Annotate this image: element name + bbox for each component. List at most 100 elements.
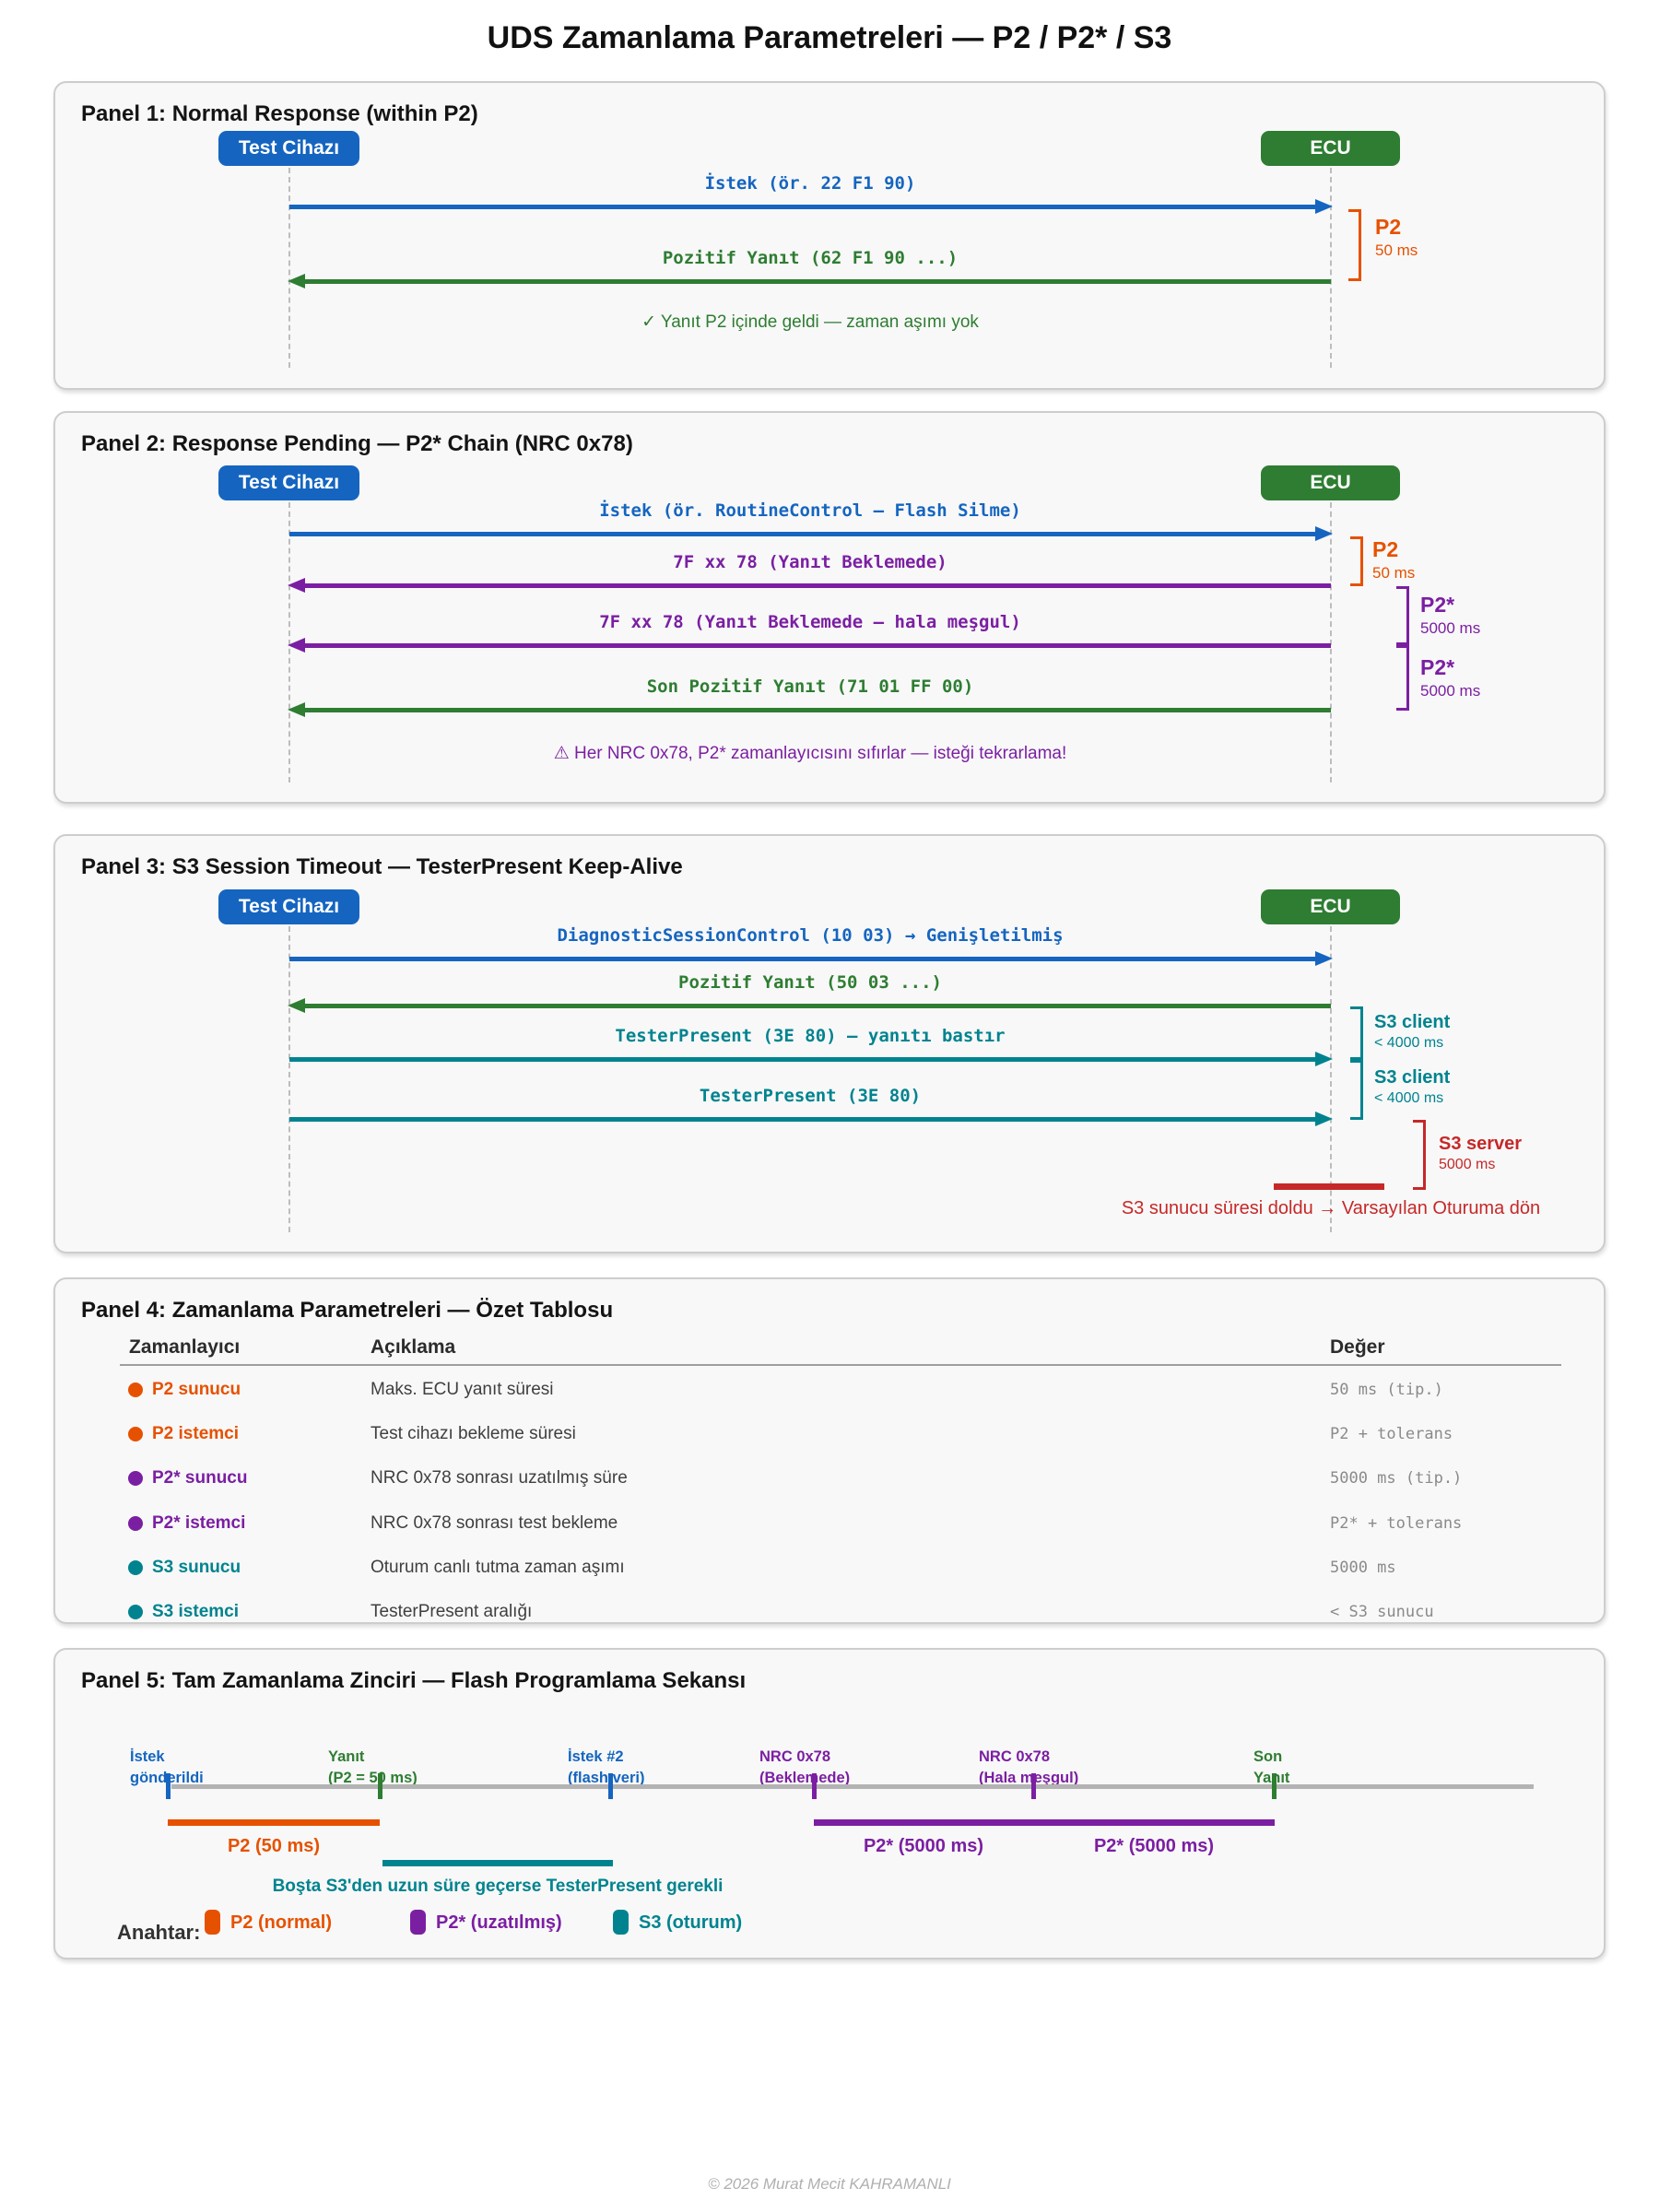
page-title: UDS Zamanlama Parametreleri — P2 / P2* /… — [487, 20, 1172, 55]
arrowhead — [1315, 1112, 1333, 1126]
timeline-tick — [812, 1773, 817, 1799]
arrowhead — [1315, 526, 1333, 541]
arrow-line — [289, 1117, 1317, 1122]
timeline-tick — [608, 1773, 613, 1799]
tester-lifeline — [288, 168, 290, 368]
p2star-bracket-label: P2* 5000 ms — [1420, 654, 1480, 700]
bracket-name: P2* — [1420, 593, 1455, 617]
event-line1: İstek #2 — [568, 1748, 624, 1765]
bracket-name: P2 — [1375, 215, 1402, 239]
event-line1: Yanıt — [328, 1748, 365, 1765]
p2star-bracket — [1396, 645, 1409, 711]
actor-ecu-badge: ECU — [1261, 465, 1400, 500]
arrowhead — [288, 578, 305, 593]
arrowhead — [1315, 1052, 1333, 1066]
timer-dot-icon — [128, 1560, 143, 1575]
message-label: TesterPresent (3E 80) — yanıtı bastır — [615, 1026, 1006, 1046]
s3-bar-note: Boşta S3'den uzun süre geçerse TesterPre… — [272, 1877, 724, 1896]
response-pending-arrow — [288, 578, 1331, 593]
bracket-name: P2* — [1420, 655, 1455, 679]
panel-note: ✓ Yanıt P2 içinde geldi — zaman aşımı yo… — [641, 312, 979, 332]
arrowhead — [288, 998, 305, 1013]
message-label: İstek (ör. 22 F1 90) — [704, 173, 916, 194]
column-header-value: Değer — [1330, 1336, 1385, 1358]
timeline-tick — [1031, 1773, 1036, 1799]
event-line2: (flash veri) — [568, 1770, 645, 1786]
arrowhead — [1315, 199, 1333, 214]
p2-bar-label: P2 (50 ms) — [227, 1836, 321, 1856]
actor-tester-badge: Test Cihazı — [218, 889, 359, 924]
s3-server-bracket — [1413, 1120, 1426, 1190]
event-line1: Son — [1253, 1748, 1283, 1765]
timer-dot-icon — [128, 1605, 143, 1619]
event-line2: (Hala meşgul) — [979, 1770, 1079, 1786]
header-divider — [120, 1364, 1561, 1366]
desc-cell: TesterPresent aralığı — [371, 1602, 533, 1621]
timer-cell: P2* istemci — [152, 1513, 246, 1533]
message-label: 7F xx 78 (Yanıt Beklemede — hala meşgul) — [599, 612, 1021, 632]
panel-3-title: Panel 3: S3 Session Timeout — TesterPres… — [81, 854, 683, 879]
timeline-tick — [378, 1773, 382, 1799]
arrowhead — [288, 274, 305, 288]
table-row: P2 istemci Test cihazı bekleme süresi P2… — [55, 1420, 1604, 1448]
actor-ecu-badge: ECU — [1261, 131, 1400, 166]
message-label: DiagnosticSessionControl (10 03) → Geniş… — [557, 925, 1064, 946]
s3-client-bracket-label: S3 client < 4000 ms — [1374, 1066, 1450, 1108]
desc-cell: Maks. ECU yanıt süresi — [371, 1380, 554, 1399]
p2star-bar-label: P2* (5000 ms) — [1093, 1836, 1215, 1856]
event-line1: NRC 0x78 — [979, 1748, 1051, 1765]
p2star-bracket-label: P2* 5000 ms — [1420, 592, 1480, 638]
arrowhead — [288, 702, 305, 717]
arrow-line — [303, 583, 1331, 588]
actor-ecu-badge: ECU — [1261, 889, 1400, 924]
p2-bracket — [1348, 209, 1361, 281]
timeline-event-label: Yanıt (P2 = 50 ms) — [328, 1747, 418, 1789]
event-line2: Yanıt — [1253, 1768, 1289, 1789]
timer-dot-icon — [128, 1471, 143, 1486]
timer-cell: P2* sunucu — [152, 1468, 248, 1488]
p2-bracket-label: P2 50 ms — [1375, 214, 1418, 260]
message-label: İstek (ör. RoutineControl — Flash Silme) — [599, 500, 1021, 521]
event-line2: (P2 = 50 ms) — [328, 1770, 418, 1786]
panel-5-title: Panel 5: Tam Zamanlama Zinciri — Flash P… — [81, 1668, 747, 1693]
response-pending-arrow — [288, 638, 1331, 653]
legend-swatch-p2star — [410, 1910, 426, 1935]
arrow-line — [303, 643, 1331, 648]
arrow-line — [289, 957, 1317, 961]
session-timeout-marker — [1274, 1183, 1384, 1190]
panel-1: Panel 1: Normal Response (within P2) Tes… — [53, 81, 1606, 390]
panel-4: Panel 4: Zamanlama Parametreleri — Özet … — [53, 1277, 1606, 1624]
bracket-name: S3 client — [1374, 1067, 1451, 1088]
arrow-line — [303, 279, 1331, 284]
arrow-line — [289, 205, 1317, 209]
panel-3: Panel 3: S3 Session Timeout — TesterPres… — [53, 834, 1606, 1253]
desc-cell: Test cihazı bekleme süresi — [371, 1424, 576, 1443]
request-arrow — [289, 199, 1333, 214]
desc-cell: NRC 0x78 sonrası test bekleme — [371, 1513, 618, 1533]
legend-item-label: P2* (uzatılmış) — [436, 1912, 562, 1933]
bracket-value: 50 ms — [1375, 241, 1418, 259]
positive-response-arrow — [288, 998, 1331, 1013]
legend-item-label: S3 (oturum) — [639, 1912, 743, 1933]
value-cell: < S3 sunucu — [1330, 1603, 1434, 1621]
panel-5: Panel 5: Tam Zamanlama Zinciri — Flash P… — [53, 1648, 1606, 1959]
bracket-value: 50 ms — [1372, 563, 1416, 582]
timer-cell: S3 istemci — [152, 1602, 239, 1621]
table-row: P2 sunucu Maks. ECU yanıt süresi 50 ms (… — [55, 1376, 1604, 1404]
timer-cell: S3 sunucu — [152, 1558, 241, 1577]
timer-dot-icon — [128, 1516, 143, 1531]
legend-swatch-s3 — [613, 1910, 629, 1935]
final-positive-response-arrow — [288, 702, 1331, 717]
legend-swatch-p2 — [205, 1910, 220, 1935]
legend-title: Anahtar: — [117, 1921, 201, 1944]
message-label: Pozitif Yanıt (50 03 ...) — [678, 972, 942, 993]
timeline-event-label: NRC 0x78 (Beklemede) — [759, 1747, 850, 1789]
s3-bar — [382, 1860, 613, 1866]
timeline-event-label: NRC 0x78 (Hala meşgul) — [979, 1747, 1078, 1789]
s3-client-bracket-label: S3 client < 4000 ms — [1374, 1011, 1450, 1053]
message-label: 7F xx 78 (Yanıt Beklemede) — [673, 552, 947, 572]
timeline-tick — [1272, 1773, 1277, 1799]
bracket-value: < 4000 ms — [1374, 1090, 1444, 1106]
p2star-bar — [814, 1819, 1275, 1826]
panel-note: ⚠ Her NRC 0x78, P2* zamanlayıcısını sıfı… — [553, 744, 1067, 763]
